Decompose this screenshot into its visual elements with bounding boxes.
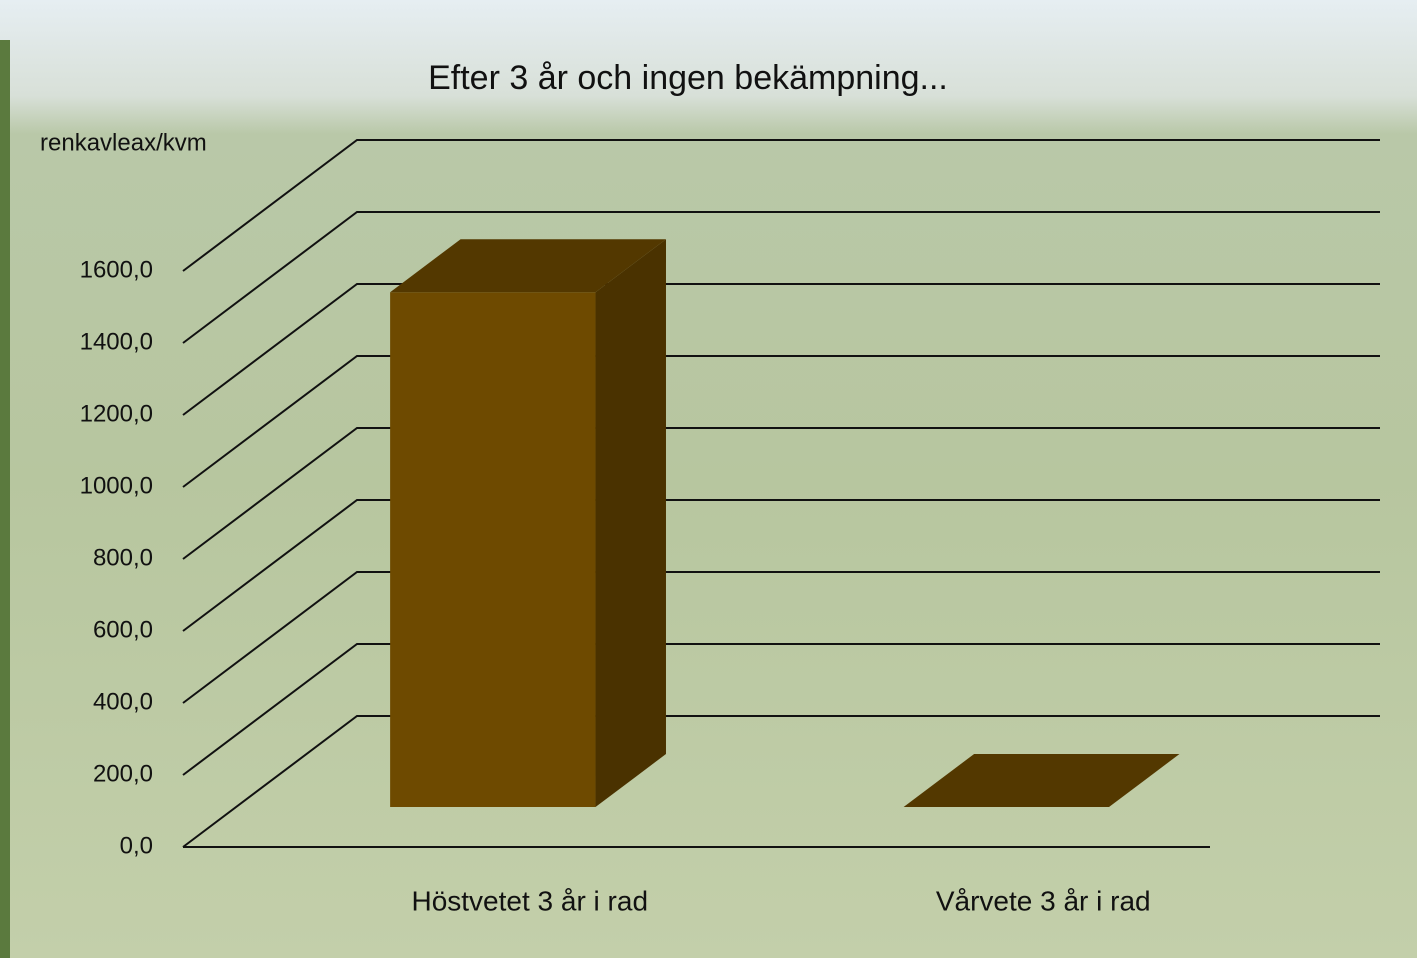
bar: [390, 239, 666, 807]
bar-front: [390, 292, 595, 807]
x-tick-label: Höstvetet 3 år i rad: [411, 885, 648, 916]
y-tick-label: 600,0: [93, 616, 153, 643]
y-tick-label: 400,0: [93, 688, 153, 715]
bar-side: [596, 239, 666, 807]
background: [0, 0, 1417, 958]
y-axis-label: renkavleax/kvm: [40, 129, 207, 156]
y-tick-label: 1400,0: [80, 328, 153, 355]
y-tick-label: 0,0: [120, 832, 153, 859]
x-tick-label: Vårvete 3 år i rad: [936, 885, 1151, 916]
y-tick-label: 1600,0: [80, 256, 153, 283]
y-tick-label: 800,0: [93, 544, 153, 571]
chart-title: Efter 3 år och ingen bekämpning...: [428, 59, 948, 97]
chart: Efter 3 år och ingen bekämpning... renka…: [0, 0, 1417, 958]
page: Efter 3 år och ingen bekämpning... renka…: [0, 0, 1417, 958]
y-tick-label: 1200,0: [80, 400, 153, 427]
y-tick-label: 1000,0: [80, 472, 153, 499]
y-tick-label: 200,0: [93, 760, 153, 787]
left-edge: [0, 40, 10, 958]
